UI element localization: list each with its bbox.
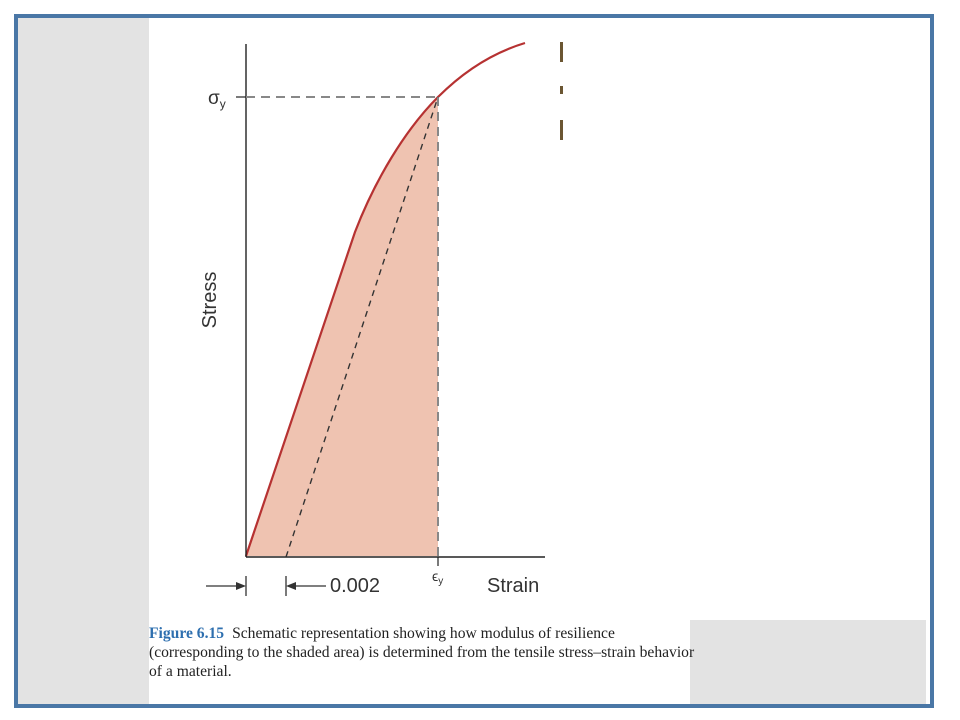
x-axis-label: Strain [487, 575, 539, 597]
background-strip-right [690, 620, 926, 704]
offset-label: 0.002 [330, 575, 380, 597]
stress-strain-curve [244, 41, 526, 557]
offset-left-arrowhead [236, 582, 246, 590]
cropped-fragment-2 [560, 86, 563, 94]
cropped-fragment-1 [560, 42, 563, 62]
offset-right-arrowhead [286, 582, 296, 590]
figure-frame [14, 14, 934, 708]
figure-number: Figure 6.15 [149, 625, 225, 642]
y-axis-label: Stress [199, 272, 221, 329]
figure-caption: Figure 6.15 Schematic representation show… [149, 624, 709, 681]
yield-strain-symbol: ϵy [432, 568, 443, 587]
yield-stress-symbol: σy [208, 88, 226, 111]
offset-line [285, 96, 439, 558]
modulus-of-resilience-area [246, 97, 438, 556]
caption-text: Schematic representation showing how mod… [149, 625, 695, 680]
cropped-fragment-3 [560, 120, 563, 140]
background-strip-left [18, 18, 149, 704]
